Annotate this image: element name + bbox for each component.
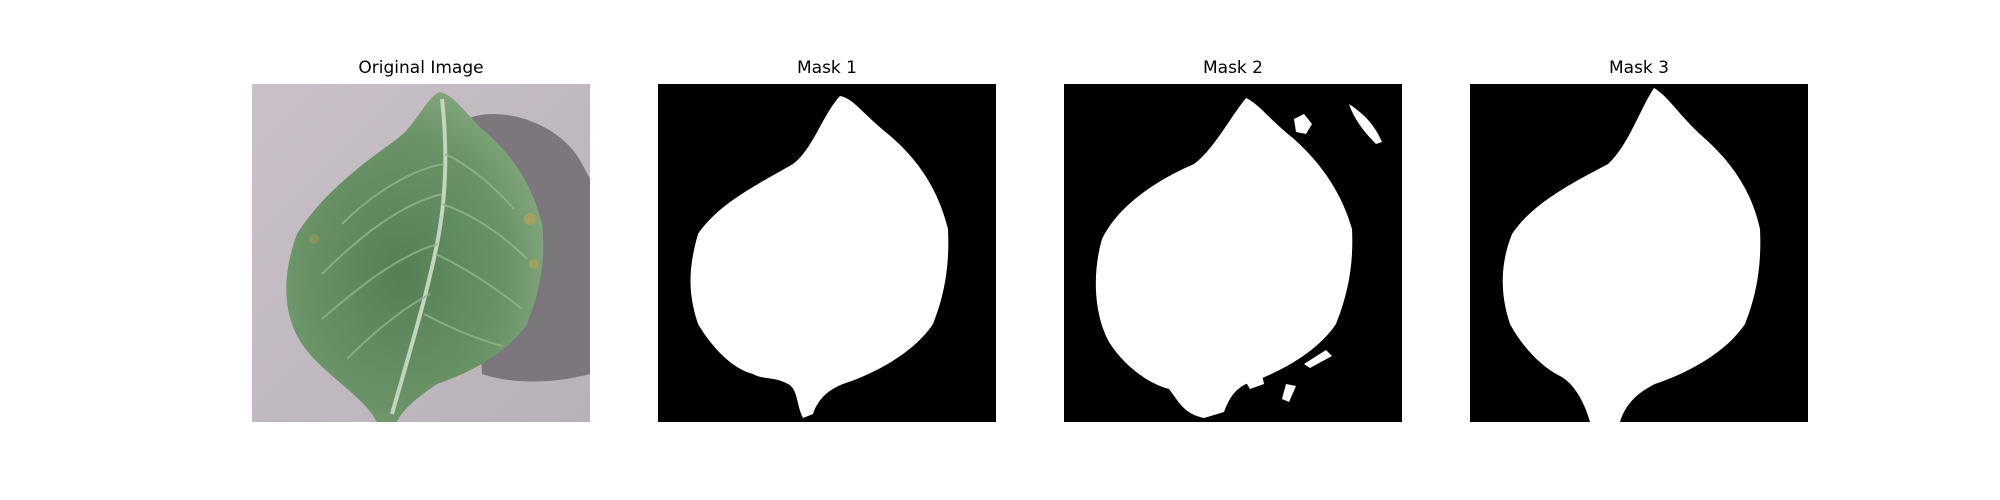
mask-3-image [1470,84,1808,422]
original-image-title: Original Image [358,58,484,78]
mask-3-title: Mask 3 [1608,58,1669,78]
mask-2-panel [1064,84,1402,422]
mask-1-title: Mask 1 [796,58,857,78]
original-image-panel [252,84,590,422]
mask-2-title: Mask 2 [1202,58,1263,78]
mask-1-panel [658,84,996,422]
mask-2-image [1064,84,1402,422]
mask-3-panel [1470,84,1808,422]
leaf-photo-image [252,84,590,422]
mask-1-image [658,84,996,422]
